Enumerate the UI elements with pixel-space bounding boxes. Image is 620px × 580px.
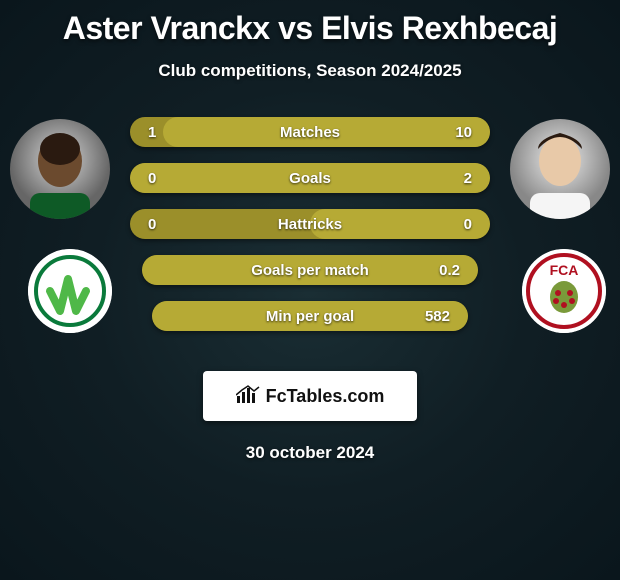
stat-label: Min per goal	[266, 308, 354, 325]
club-left-badge	[28, 249, 112, 333]
stat-row: Goals per match 0.2	[142, 255, 478, 285]
stat-row: 0 Goals 2	[130, 163, 490, 193]
stat-left-value: 1	[148, 124, 156, 141]
footer-date: 30 october 2024	[0, 443, 620, 463]
stat-pill: 0 Hattricks 0	[130, 209, 490, 239]
stat-right-value: 0	[464, 216, 472, 233]
stat-row: 0 Hattricks 0	[130, 209, 490, 239]
stat-row: 1 Matches 10	[130, 117, 490, 147]
page-title: Aster Vranckx vs Elvis Rexhbecaj	[0, 0, 620, 47]
brand-card: FcTables.com	[203, 371, 417, 421]
stat-pill: 1 Matches 10	[130, 117, 490, 147]
stat-label: Goals	[289, 170, 331, 187]
stat-label: Matches	[280, 124, 340, 141]
page-subtitle: Club competitions, Season 2024/2025	[0, 61, 620, 81]
stat-right-value: 0.2	[439, 262, 460, 279]
stat-left-value: 0	[148, 170, 156, 187]
stat-right-value: 582	[425, 308, 450, 325]
comparison-area: FCA 1 Matches 10 0 Goals 2 0 Hattricks 0 Goals pe…	[0, 109, 620, 339]
bar-chart-icon	[236, 384, 260, 409]
stat-left-value: 0	[148, 216, 156, 233]
stat-pill: Min per goal 582	[152, 301, 468, 331]
stat-pill: Goals per match 0.2	[142, 255, 478, 285]
stat-row: Min per goal 582	[152, 301, 468, 331]
stat-pill: 0 Goals 2	[130, 163, 490, 193]
player-right-avatar	[510, 119, 610, 219]
stat-label: Goals per match	[251, 262, 369, 279]
comparison-bars: 1 Matches 10 0 Goals 2 0 Hattricks 0 Goals per ma…	[130, 117, 490, 347]
stat-right-value: 2	[464, 170, 472, 187]
svg-text:FCA: FCA	[550, 262, 579, 278]
player-left-avatar	[10, 119, 110, 219]
stat-right-value: 10	[455, 124, 472, 141]
stat-label: Hattricks	[278, 216, 342, 233]
club-right-badge: FCA	[522, 249, 606, 333]
brand-text: FcTables.com	[266, 386, 385, 407]
